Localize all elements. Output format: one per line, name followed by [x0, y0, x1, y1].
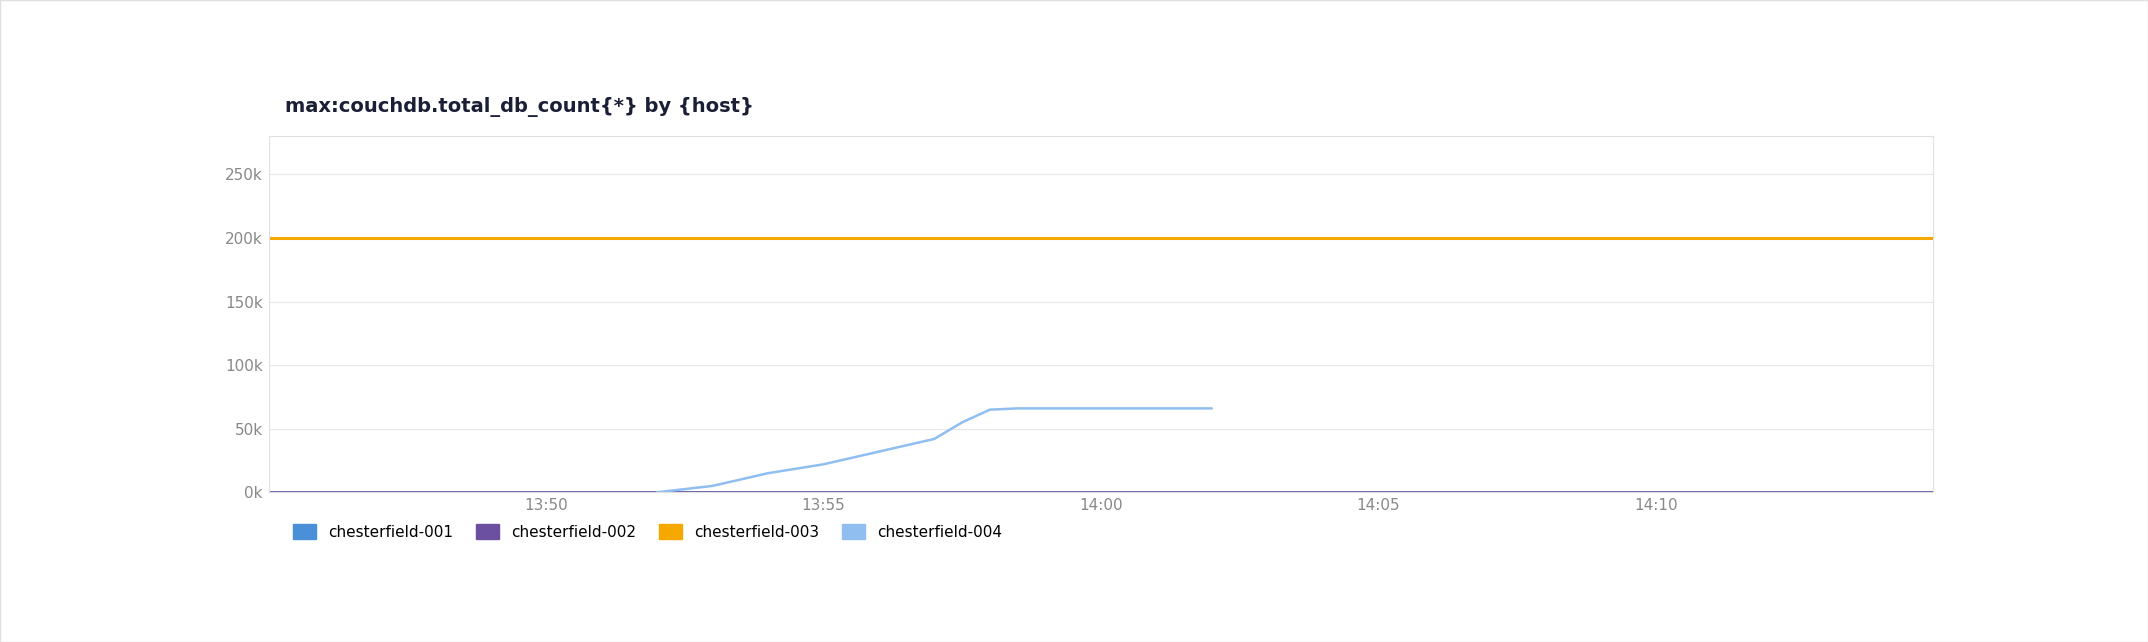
Legend: chesterfield-001, chesterfield-002, chesterfield-003, chesterfield-004: chesterfield-001, chesterfield-002, ches…: [292, 524, 1003, 540]
Text: max:couchdb.total_db_count{*} by {host}: max:couchdb.total_db_count{*} by {host}: [286, 97, 754, 117]
